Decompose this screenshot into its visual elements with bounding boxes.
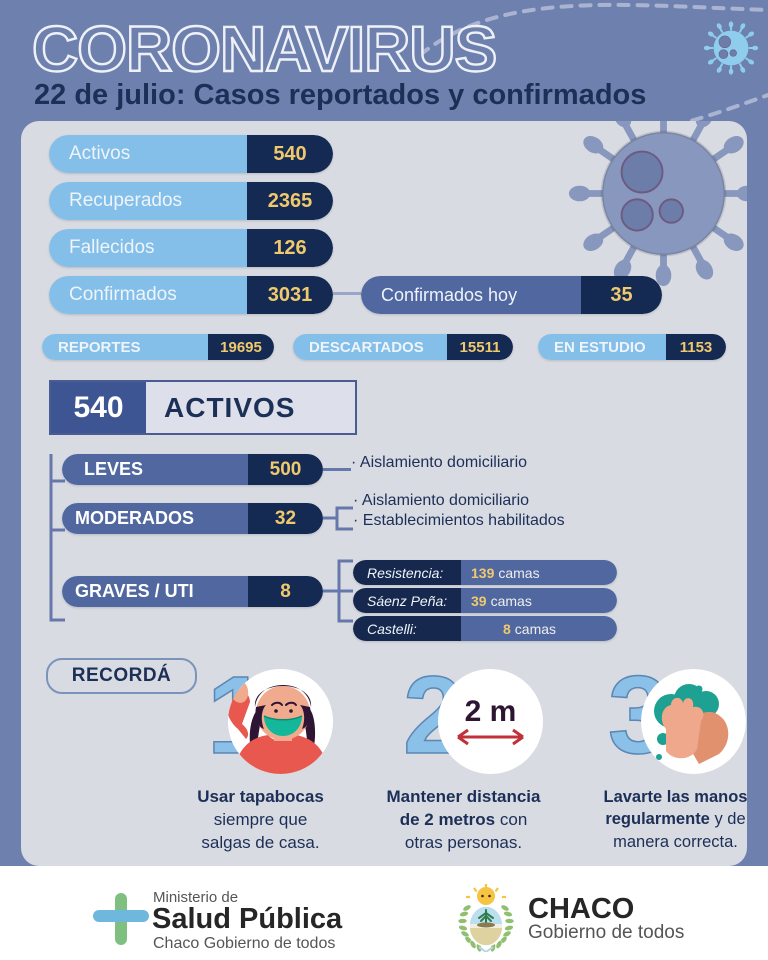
svg-text:2 m: 2 m — [465, 695, 517, 728]
